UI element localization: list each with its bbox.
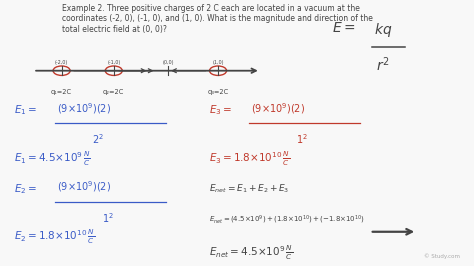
Text: q₁=2C: q₁=2C (51, 89, 72, 95)
Text: (-1,0): (-1,0) (107, 60, 120, 65)
Text: $E_1 = 4.5{\times}10^9\,\frac{N}{C}$: $E_1 = 4.5{\times}10^9\,\frac{N}{C}$ (14, 149, 91, 168)
Text: $E_2 = 1.8{\times}10^{10}\,\frac{N}{C}$: $E_2 = 1.8{\times}10^{10}\,\frac{N}{C}$ (14, 228, 95, 246)
Text: $E=$: $E=$ (332, 21, 356, 35)
Text: $2^2$: $2^2$ (92, 132, 104, 146)
Text: q₃=2C: q₃=2C (208, 89, 228, 95)
Text: (-2,0): (-2,0) (55, 60, 68, 65)
Text: $r^2$: $r^2$ (376, 55, 390, 74)
Text: $(9{\times}10^9)(2)$: $(9{\times}10^9)(2)$ (57, 179, 111, 194)
Text: $1^2$: $1^2$ (102, 211, 114, 225)
Text: $1^2$: $1^2$ (296, 132, 308, 146)
Text: $(9{\times}10^9)(2)$: $(9{\times}10^9)(2)$ (57, 101, 111, 116)
Text: $kq$: $kq$ (374, 21, 393, 39)
Text: $E_{net} = (4.5{\times}10^9)+(1.8{\times}10^{10})+(-1.8{\times}10^{10})$: $E_{net} = (4.5{\times}10^9)+(1.8{\times… (209, 213, 365, 226)
Text: $E_3 = 1.8{\times}10^{10}\,\frac{N}{C}$: $E_3 = 1.8{\times}10^{10}\,\frac{N}{C}$ (209, 149, 290, 168)
Text: $E_{net} = 4.5{\times}10^9\,\frac{N}{C}$: $E_{net} = 4.5{\times}10^9\,\frac{N}{C}$ (209, 244, 292, 262)
Text: Example 2. Three positive charges of 2 C each are located in a vacuum at the: Example 2. Three positive charges of 2 C… (62, 4, 359, 13)
Text: $E_1=$: $E_1=$ (14, 103, 37, 117)
Text: $E_3=$: $E_3=$ (209, 103, 232, 117)
Text: $(9{\times}10^9)(2)$: $(9{\times}10^9)(2)$ (251, 101, 305, 116)
Text: coordinates (-2, 0), (-1, 0), and (1, 0). What is the magnitude and direction of: coordinates (-2, 0), (-1, 0), and (1, 0)… (62, 14, 373, 23)
Text: © Study.com: © Study.com (424, 253, 460, 259)
Text: total electric field at (0, 0)?: total electric field at (0, 0)? (62, 25, 166, 34)
Text: (0,0): (0,0) (163, 60, 174, 65)
Text: $E_{net} = E_1 + E_2 + E_3$: $E_{net} = E_1 + E_2 + E_3$ (209, 182, 289, 194)
Text: (1,0): (1,0) (212, 60, 224, 65)
Text: q₂=2C: q₂=2C (103, 89, 125, 95)
Text: $E_2=$: $E_2=$ (14, 182, 37, 196)
